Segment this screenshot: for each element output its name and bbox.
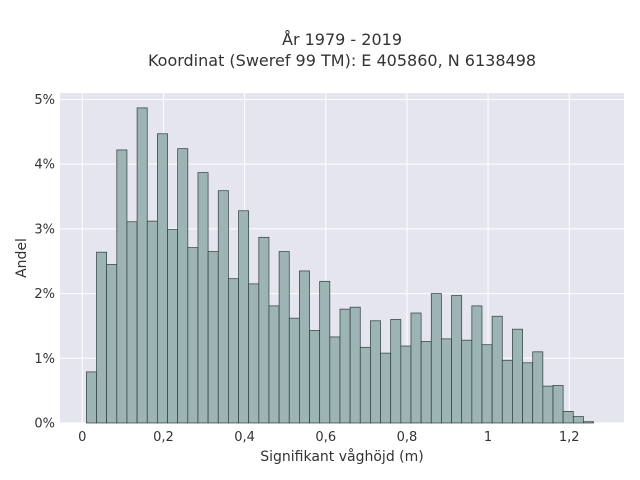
histogram-bar — [146, 220, 158, 424]
y-tick-label: 3% — [34, 222, 55, 237]
y-tick-label: 4% — [34, 158, 55, 173]
histogram-bar — [228, 278, 239, 424]
histogram-bar — [136, 107, 148, 424]
histogram-bar — [481, 344, 493, 424]
chart-subtitle: Koordinat (Sweref 99 TM): E 405860, N 61… — [148, 51, 536, 70]
histogram-bar — [288, 317, 300, 424]
histogram-bar — [359, 346, 371, 424]
y-tick-label: 2% — [34, 287, 55, 302]
histogram-bar — [106, 264, 118, 424]
histogram-bar — [167, 229, 179, 424]
histogram-bar — [319, 280, 331, 424]
histogram-bar — [491, 315, 503, 424]
x-tick-label: 0,2 — [153, 430, 174, 445]
histogram-bar — [187, 247, 199, 424]
histogram-bar — [349, 306, 361, 424]
y-tick-label: 5% — [34, 93, 55, 108]
histogram-bar — [461, 339, 473, 424]
histogram-bar — [299, 270, 310, 424]
histogram-bar — [217, 190, 229, 424]
x-tick-label: 0,4 — [234, 430, 255, 445]
histogram-bar — [390, 319, 402, 424]
histogram-bar — [562, 411, 574, 424]
histogram-bar — [552, 385, 564, 424]
histogram-bar — [238, 210, 250, 424]
histogram-bar — [583, 421, 594, 424]
histogram-bar — [522, 362, 534, 424]
y-axis-ticks: 0% 1% 2% 3% 4% 5% — [34, 93, 55, 432]
histogram-bar — [157, 133, 168, 424]
y-tick-label: 0% — [34, 417, 55, 432]
histogram-bar — [309, 330, 321, 424]
x-tick-label: 0 — [78, 430, 86, 445]
histogram-bar — [501, 359, 513, 424]
histogram-bars — [86, 107, 594, 424]
x-tick-label: 1,2 — [559, 430, 580, 445]
histogram-bar — [96, 251, 108, 424]
histogram-bar — [420, 341, 432, 424]
histogram-bar — [197, 172, 209, 424]
histogram-bar — [86, 371, 97, 424]
histogram-bar — [248, 283, 260, 424]
histogram-bar — [471, 305, 483, 424]
histogram-bar — [380, 352, 392, 424]
histogram-bar — [430, 293, 442, 424]
histogram-bar — [126, 221, 138, 424]
x-axis-ticks: 0 0,2 0,4 0,6 0,8 1 1,2 — [78, 430, 579, 445]
x-tick-label: 1 — [484, 430, 492, 445]
histogram-bar — [441, 338, 452, 424]
histogram-bar — [116, 149, 128, 424]
histogram-bar — [258, 236, 270, 424]
chart-title: År 1979 - 2019 — [282, 30, 402, 49]
histogram-bar — [400, 345, 412, 424]
histogram-bar — [451, 295, 463, 424]
x-axis-label: Signifikant våghöjd (m) — [260, 448, 423, 465]
y-axis-label: Andel — [14, 238, 30, 278]
histogram-bar — [278, 251, 290, 424]
histogram-bar — [370, 320, 381, 424]
y-tick-label: 1% — [34, 352, 55, 367]
histogram-bar — [329, 336, 341, 424]
histogram-bar — [268, 305, 280, 424]
histogram-bar — [410, 312, 422, 424]
histogram-bar — [339, 308, 351, 424]
x-tick-label: 0,6 — [315, 430, 336, 445]
histogram-bar — [177, 148, 189, 424]
histogram-bar — [572, 416, 584, 424]
histogram-bar — [512, 328, 523, 424]
histogram-bar — [532, 351, 544, 424]
histogram-bar — [207, 251, 219, 424]
histogram-bar — [542, 385, 554, 424]
x-tick-label: 0,8 — [397, 430, 418, 445]
